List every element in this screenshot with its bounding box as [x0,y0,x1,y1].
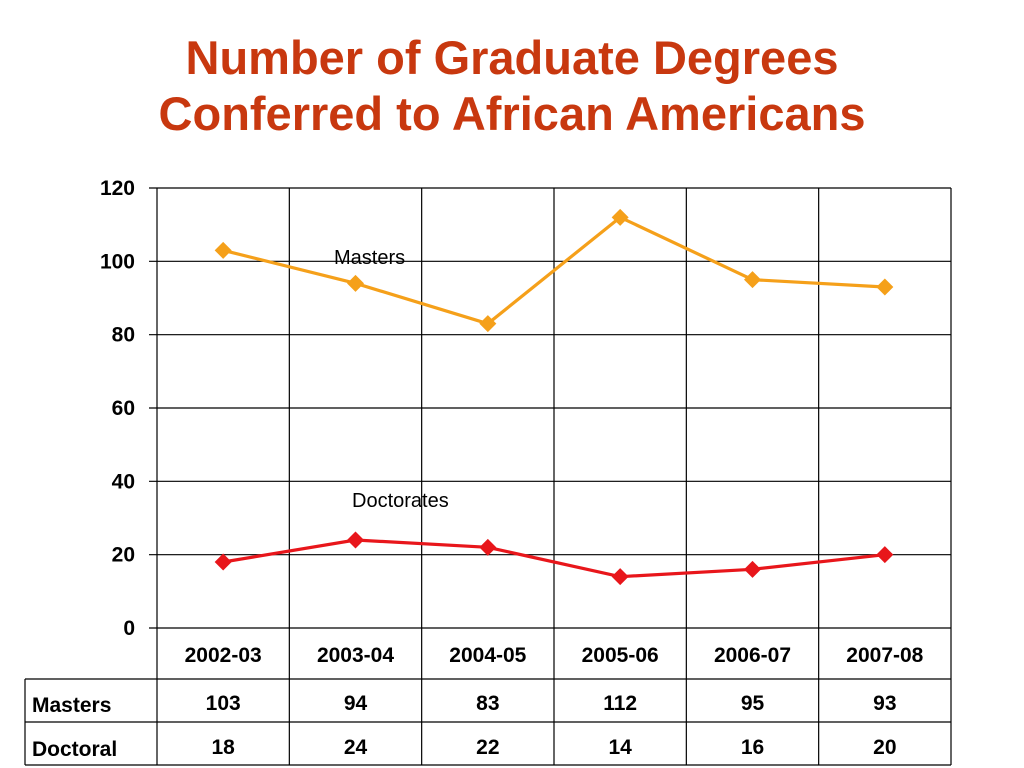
table-cell: 16 [741,736,764,759]
series-point-masters [479,315,497,333]
table-cell: 20 [873,736,896,759]
y-axis-ticks: 0 20 40 60 80 100 120 [100,177,135,640]
table-cell: 22 [476,736,499,759]
y-tick-label: 120 [100,177,135,200]
series-annotations: Masters Doctorates [334,247,449,512]
series-point-doctorates [876,546,894,564]
table-cell: 94 [344,692,368,715]
x-tick-label: 2005-06 [582,644,659,667]
series-point-doctorates [744,560,761,578]
x-tick-label: 2002-03 [185,644,262,667]
table-cell: 18 [211,736,235,759]
series-point-doctorates [611,568,629,586]
chart-series [214,208,894,586]
y-tick-label: 100 [100,250,135,273]
chart-title-line-2: Conferred to African Americans [158,87,866,140]
table-cell: 14 [608,736,632,759]
data-table: 2002-03 2003-04 2004-05 2005-06 2006-07 2007-… [24,644,951,766]
series-point-doctorates [347,531,364,549]
x-tick-label: 2007-08 [846,644,923,667]
chart-title-line-1: Number of Graduate Degrees [185,31,839,84]
x-tick-label: 2006-07 [714,644,791,667]
y-tick-label: 60 [112,397,135,420]
series-point-doctorates [479,538,497,556]
table-cell: 95 [741,692,765,715]
series-line-doctorates [222,538,886,579]
series-point-doctorates [214,553,232,571]
y-tick-label: 80 [112,324,135,347]
table-cell: 112 [603,692,637,715]
series-point-masters [876,278,894,296]
x-tick-label: 2004-05 [449,644,526,667]
table-cell: 24 [344,736,368,759]
y-tick-label: 20 [112,544,135,567]
annotation-doctorates: Doctorates [352,490,449,512]
table-cell: 93 [873,692,896,715]
series-point-masters [744,271,761,289]
y-tick-label: 40 [112,470,135,493]
table-cell: 83 [476,692,499,715]
y-tick-label: 0 [123,617,135,640]
annotation-masters: Masters [334,247,405,269]
table-row-label: Masters [32,694,111,717]
series-point-masters [214,241,232,259]
series-line-masters [222,215,885,326]
series-point-masters [611,208,629,226]
chart-title: Number of Graduate Degrees Conferred to … [0,30,1024,142]
series-point-masters [347,274,364,292]
x-tick-label: 2003-04 [317,644,394,667]
table-row-label: Doctoral [32,738,117,761]
table-cell: 103 [206,692,241,715]
